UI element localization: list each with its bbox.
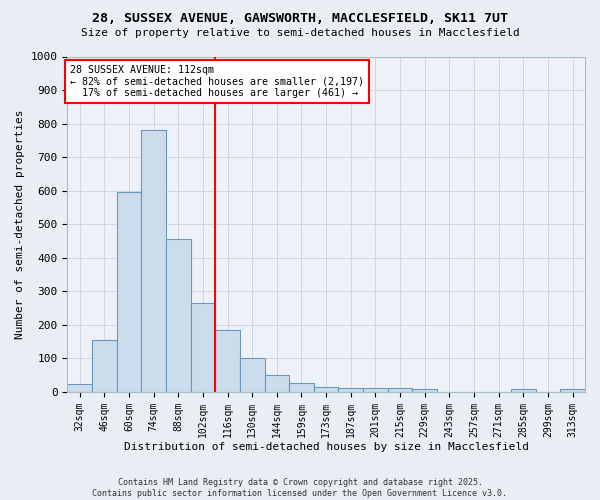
Bar: [191, 303, 215, 392]
Bar: [338, 388, 363, 392]
Bar: [67, 384, 92, 392]
Bar: [363, 388, 388, 392]
Bar: [265, 375, 289, 392]
Bar: [141, 130, 166, 392]
Bar: [289, 382, 314, 392]
Bar: [215, 330, 240, 392]
Bar: [240, 358, 265, 392]
Bar: [412, 388, 437, 392]
Text: Contains HM Land Registry data © Crown copyright and database right 2025.
Contai: Contains HM Land Registry data © Crown c…: [92, 478, 508, 498]
Bar: [560, 388, 585, 392]
Text: 28, SUSSEX AVENUE, GAWSWORTH, MACCLESFIELD, SK11 7UT: 28, SUSSEX AVENUE, GAWSWORTH, MACCLESFIE…: [92, 12, 508, 26]
X-axis label: Distribution of semi-detached houses by size in Macclesfield: Distribution of semi-detached houses by …: [124, 442, 529, 452]
Bar: [116, 192, 141, 392]
Bar: [92, 340, 116, 392]
Bar: [314, 387, 338, 392]
Text: Size of property relative to semi-detached houses in Macclesfield: Size of property relative to semi-detach…: [80, 28, 520, 38]
Bar: [511, 390, 536, 392]
Bar: [388, 388, 412, 392]
Text: 28 SUSSEX AVENUE: 112sqm
← 82% of semi-detached houses are smaller (2,197)
  17%: 28 SUSSEX AVENUE: 112sqm ← 82% of semi-d…: [70, 65, 364, 98]
Y-axis label: Number of semi-detached properties: Number of semi-detached properties: [15, 110, 25, 339]
Bar: [166, 240, 191, 392]
